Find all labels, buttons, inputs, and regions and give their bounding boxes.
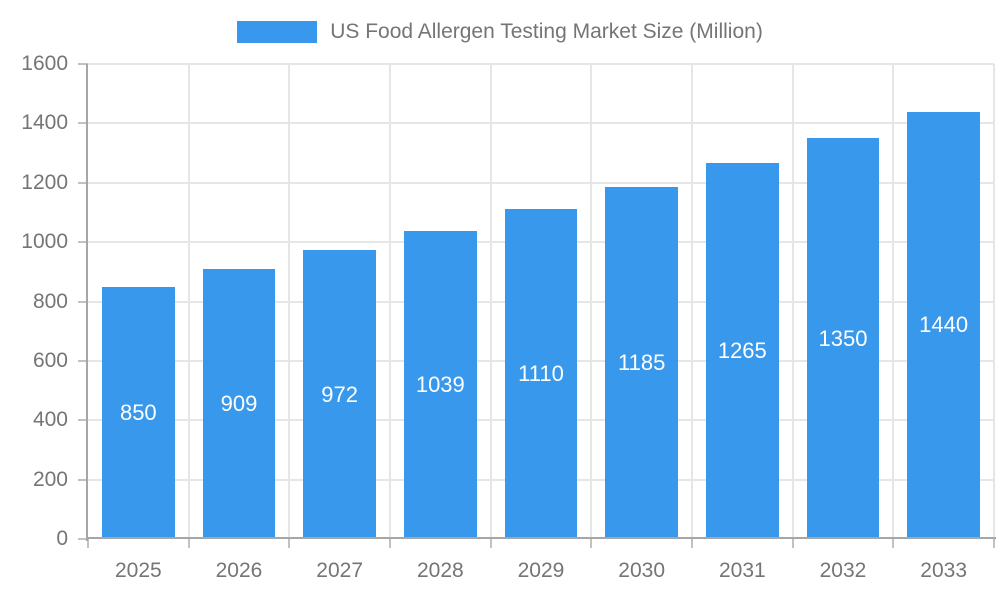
x-axis-tick xyxy=(187,539,190,548)
bar-2027[interactable]: 972 xyxy=(303,250,377,539)
gridline-horizontal xyxy=(88,122,994,125)
y-axis-tick xyxy=(78,478,88,481)
bar-value-label: 909 xyxy=(220,391,258,417)
bar-2033[interactable]: 1440 xyxy=(907,111,981,539)
x-axis-tick xyxy=(389,539,391,548)
y-axis-tick-label: 200 xyxy=(32,467,68,491)
gridline-vertical xyxy=(993,64,995,539)
bar-2026[interactable]: 909 xyxy=(202,269,276,539)
bar-value-label: 850 xyxy=(119,399,157,425)
y-axis-tick-label: 1000 xyxy=(21,230,68,254)
x-axis-tick-label: 2032 xyxy=(819,559,867,582)
gridline-vertical xyxy=(791,64,794,539)
legend[interactable]: US Food Allergen Testing Market Size (Mi… xyxy=(0,20,1000,43)
y-axis-tick-label: 400 xyxy=(32,408,68,432)
bar-2029[interactable]: 1110 xyxy=(504,209,578,539)
y-axis-tick xyxy=(78,122,88,125)
y-axis-tick xyxy=(78,241,88,244)
x-axis-tick-label: 2029 xyxy=(517,559,565,582)
bar-value-label: 1110 xyxy=(518,361,564,387)
bar-value-label: 972 xyxy=(321,381,359,407)
y-axis-tick-label: 1600 xyxy=(21,52,68,75)
y-axis-tick xyxy=(78,300,88,303)
y-axis-tick-label: 1200 xyxy=(21,170,68,194)
bar-value-label: 1039 xyxy=(415,371,465,397)
y-axis-tick-label: 600 xyxy=(32,348,68,372)
y-axis-line xyxy=(86,64,88,541)
bar-2030[interactable]: 1185 xyxy=(605,187,679,539)
x-axis-tick-label: 2026 xyxy=(215,559,263,582)
bar-2028[interactable]: 1039 xyxy=(403,230,477,539)
y-axis-tick-label: 0 xyxy=(56,527,68,550)
gridline-horizontal xyxy=(88,63,994,65)
x-axis-tick-label: 2033 xyxy=(920,559,968,582)
y-axis-tick-label: 1400 xyxy=(21,111,68,135)
x-axis-tick xyxy=(791,539,794,548)
gridline-vertical xyxy=(691,64,693,539)
bar-2031[interactable]: 1265 xyxy=(705,163,779,539)
x-axis-tick-label: 2025 xyxy=(114,559,162,582)
bar-value-label: 1265 xyxy=(717,338,767,364)
y-axis-tick xyxy=(78,359,88,362)
bar-value-label: 1185 xyxy=(618,350,666,376)
gridline-vertical xyxy=(590,64,593,539)
gridline-vertical xyxy=(489,64,492,539)
gridline-vertical xyxy=(288,64,291,539)
x-axis-line xyxy=(86,537,996,539)
x-axis-tick xyxy=(892,539,895,548)
x-axis-tick xyxy=(288,539,291,548)
y-axis-tick xyxy=(78,63,88,65)
bar-2025[interactable]: 850 xyxy=(101,286,175,539)
gridline-vertical xyxy=(892,64,895,539)
x-axis-tick xyxy=(691,539,693,548)
x-axis-tick-label: 2028 xyxy=(416,559,464,582)
bar-value-label: 1440 xyxy=(919,312,969,338)
gridline-horizontal xyxy=(88,181,994,184)
legend-label: US Food Allergen Testing Market Size (Mi… xyxy=(330,20,763,43)
bar-value-label: 1350 xyxy=(818,325,868,351)
bar-2032[interactable]: 1350 xyxy=(806,138,880,539)
gridline-vertical xyxy=(389,64,391,539)
x-axis-tick xyxy=(993,539,995,548)
x-axis-tick-label: 2027 xyxy=(316,559,364,582)
y-axis-tick-label: 800 xyxy=(32,289,68,313)
y-axis-tick xyxy=(78,181,88,184)
y-axis-tick xyxy=(78,419,88,422)
y-axis-tick xyxy=(78,538,88,540)
x-axis-tick-label: 2031 xyxy=(718,559,766,582)
x-axis-tick xyxy=(87,539,89,548)
legend-swatch xyxy=(237,21,318,43)
gridline-vertical xyxy=(187,64,190,539)
x-axis-tick xyxy=(489,539,492,548)
x-axis-tick xyxy=(590,539,593,548)
x-axis-tick-label: 2030 xyxy=(618,559,666,582)
